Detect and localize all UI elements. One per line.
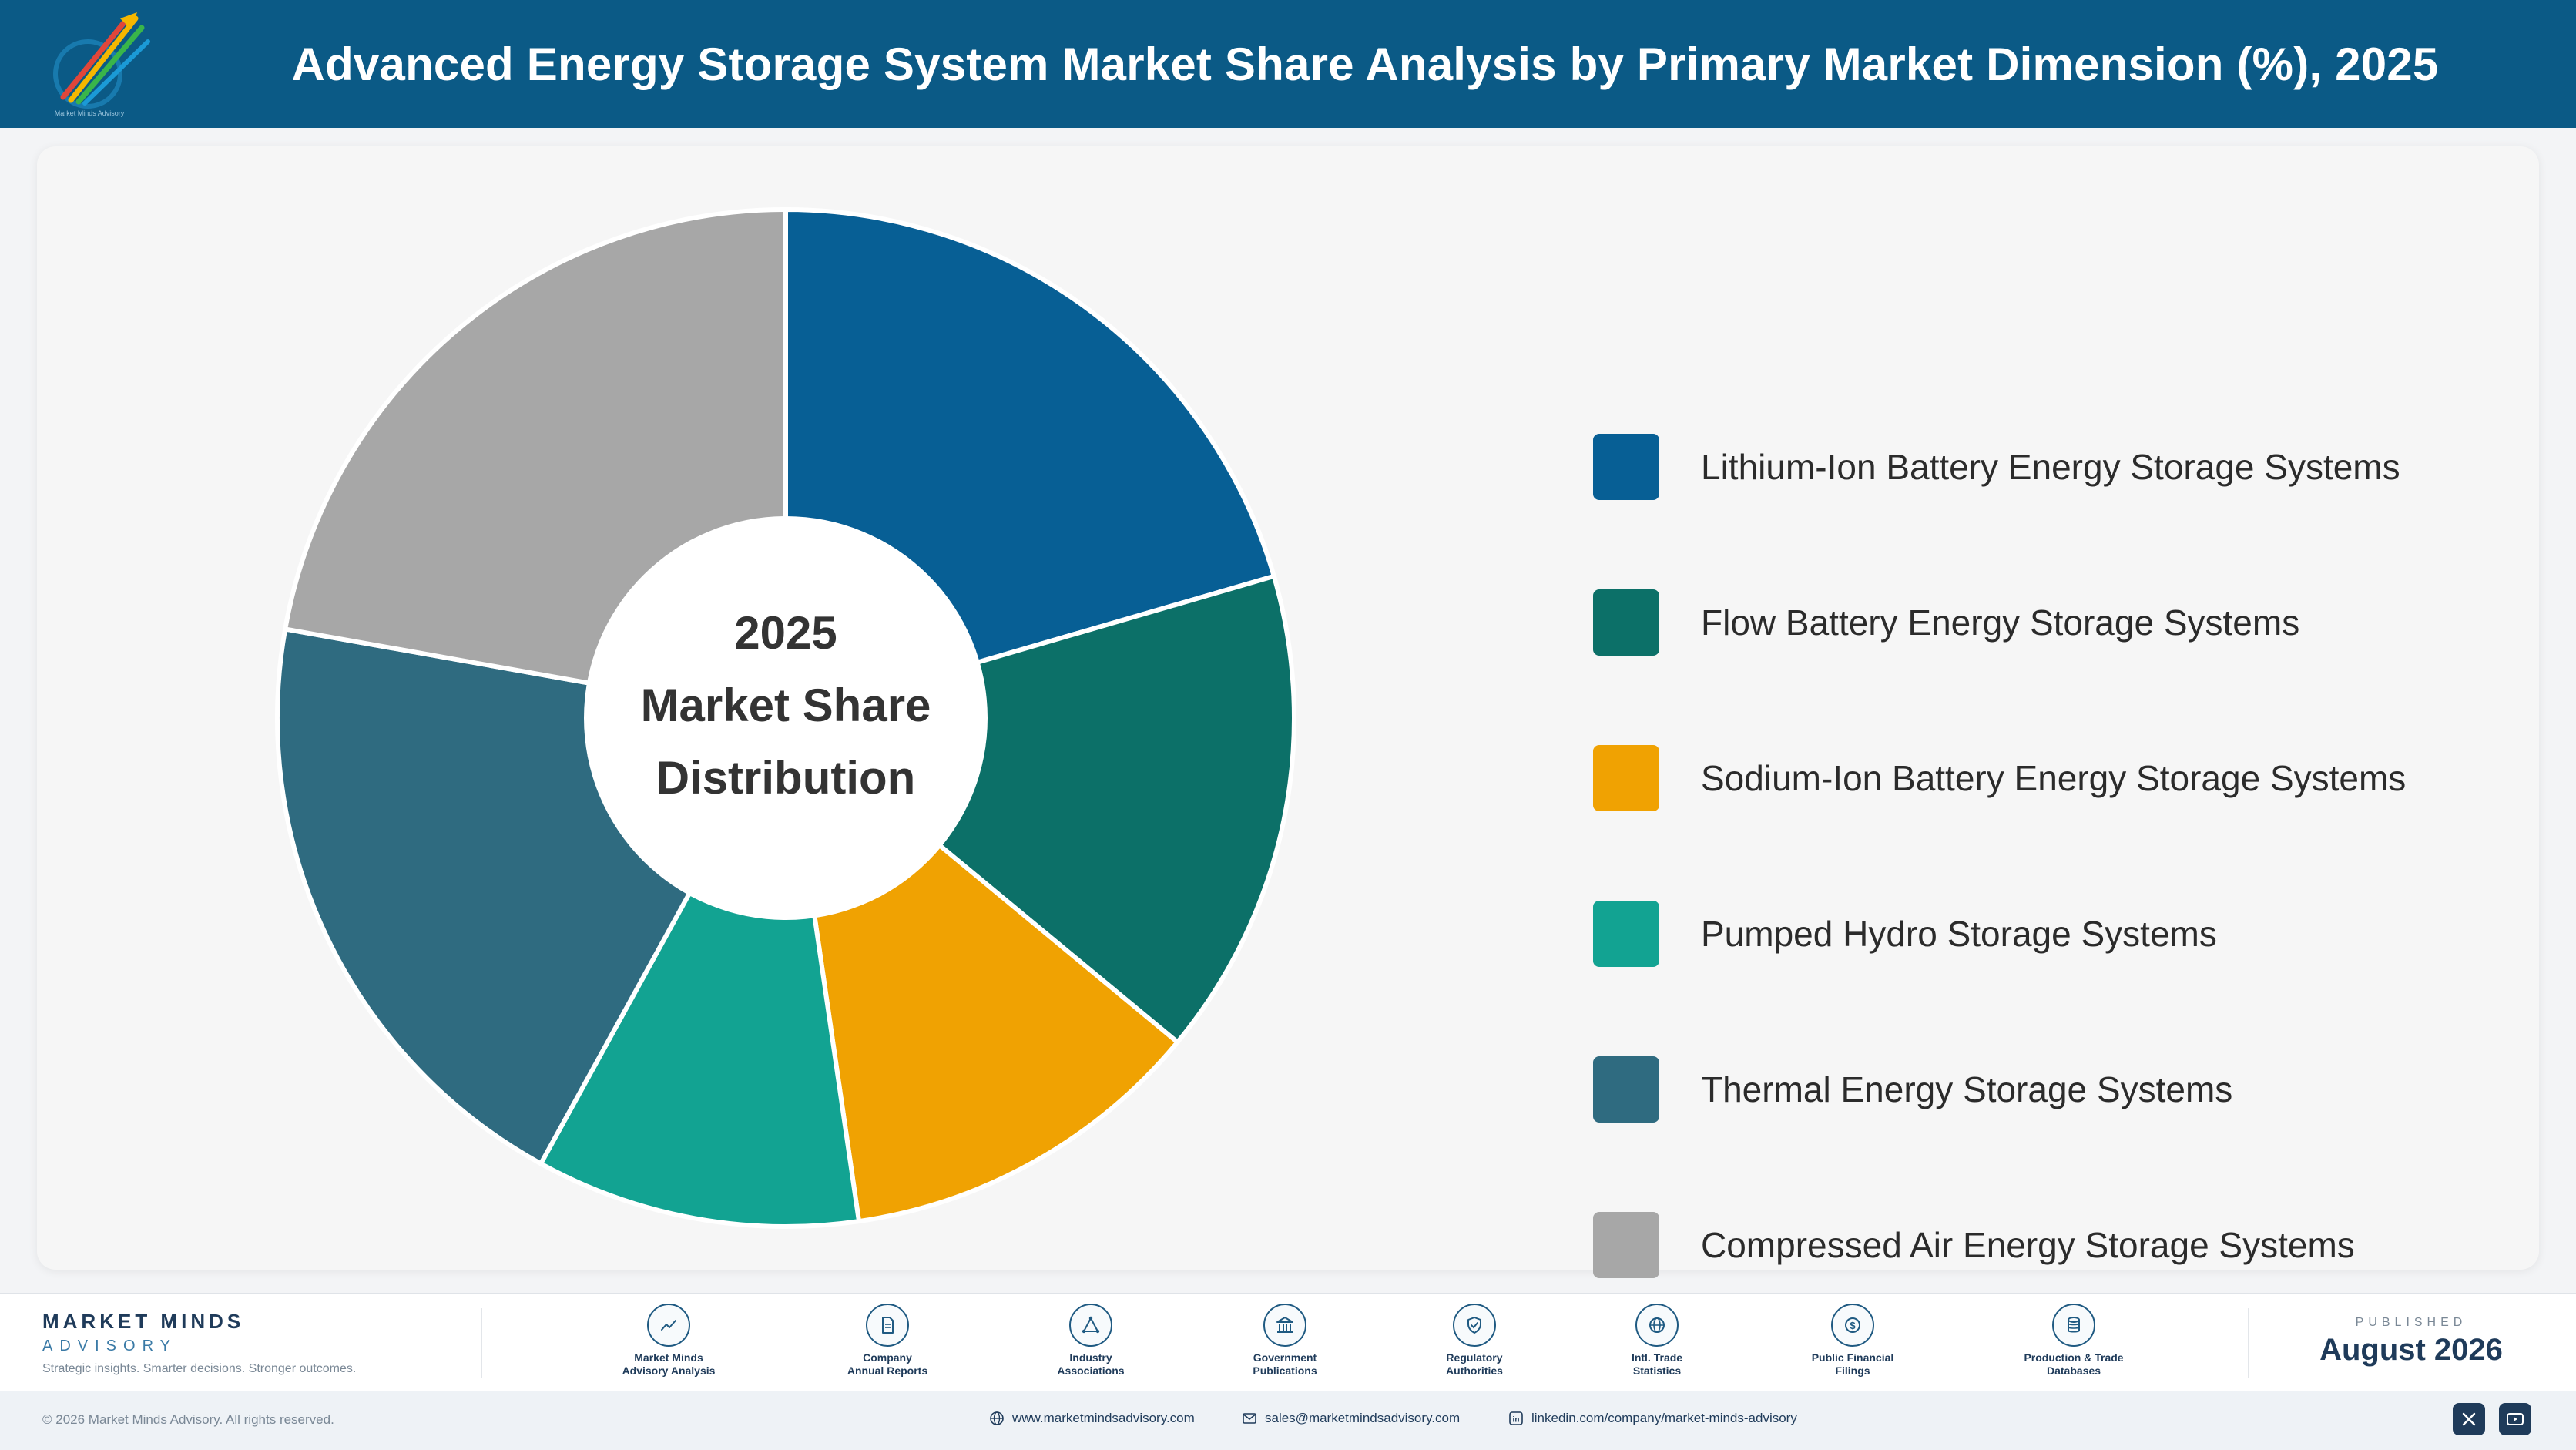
- legend-item[interactable]: Flow Battery Energy Storage Systems: [1593, 589, 2517, 656]
- legend-label: Compressed Air Energy Storage Systems: [1701, 1225, 2355, 1265]
- legend-label: Flow Battery Energy Storage Systems: [1701, 602, 2300, 643]
- svg-text:in: in: [1513, 1416, 1520, 1425]
- legend-swatch: [1593, 589, 1659, 656]
- source-label: Regulatory Authorities: [1446, 1351, 1503, 1377]
- published-label: PUBLISHED: [2355, 1316, 2467, 1329]
- donut-chart: 2025 Market Share Distribution: [275, 207, 1296, 1229]
- brand-subtitle: ADVISORY: [42, 1338, 177, 1354]
- source-item: Government Publications: [1208, 1304, 1362, 1378]
- svg-text:$: $: [1850, 1320, 1856, 1331]
- source-label: Market Minds Advisory Analysis: [622, 1351, 716, 1377]
- email-link[interactable]: sales@marketmindsadvisory.com: [1242, 1411, 1460, 1426]
- source-item: Intl. Trade Statistics: [1580, 1304, 1734, 1378]
- email-text: sales@marketmindsadvisory.com: [1265, 1411, 1461, 1425]
- legend-label: Thermal Energy Storage Systems: [1701, 1069, 2233, 1109]
- x-social-button[interactable]: [2453, 1403, 2485, 1435]
- legend-item[interactable]: Lithium-Ion Battery Energy Storage Syste…: [1593, 433, 2517, 501]
- source-item: Regulatory Authorities: [1397, 1304, 1551, 1378]
- chart-card: 2025 Market Share Distribution Lithium-I…: [37, 146, 2539, 1278]
- donut-center: [584, 516, 988, 920]
- linkedin-text: linkedin.com/company/market-minds-adviso…: [1531, 1411, 1797, 1425]
- chart-line-icon: [647, 1304, 690, 1347]
- website-link[interactable]: www.marketmindsadvisory.com: [989, 1411, 1195, 1426]
- brand-tagline: Strategic insights. Smarter decisions. S…: [42, 1362, 357, 1375]
- source-label: Intl. Trade Statistics: [1631, 1351, 1683, 1377]
- legend-swatch: [1593, 745, 1659, 811]
- youtube-social-button[interactable]: [2499, 1403, 2531, 1435]
- network-icon: [1069, 1304, 1112, 1347]
- linkedin-icon: in: [1508, 1411, 1524, 1426]
- legend-item[interactable]: Sodium-Ion Battery Energy Storage System…: [1593, 744, 2517, 812]
- linkedin-link[interactable]: in linkedin.com/company/market-minds-adv…: [1508, 1411, 1797, 1426]
- globe-icon: [1635, 1304, 1679, 1347]
- mail-icon: [1242, 1411, 1257, 1426]
- x-icon: [2462, 1412, 2476, 1426]
- header-bar: Market Minds Advisory Advanced Energy St…: [0, 0, 2576, 128]
- document-icon: [866, 1304, 909, 1347]
- legend-item[interactable]: Pumped Hydro Storage Systems: [1593, 900, 2517, 968]
- logo-tagline: Market Minds Advisory: [54, 109, 125, 117]
- globe-icon: [989, 1411, 1005, 1426]
- legend-label: Pumped Hydro Storage Systems: [1701, 914, 2217, 954]
- source-label: Company Annual Reports: [847, 1351, 928, 1377]
- dollar-circle-icon: $: [1831, 1304, 1874, 1347]
- source-label: Industry Associations: [1057, 1351, 1125, 1377]
- shield-check-icon: [1453, 1304, 1496, 1347]
- source-label: Government Publications: [1253, 1351, 1317, 1377]
- source-item: Production & Trade Databases: [1997, 1304, 2151, 1378]
- source-item: Company Annual Reports: [810, 1304, 964, 1378]
- legend-item[interactable]: Compressed Air Energy Storage Systems: [1593, 1211, 2517, 1279]
- bottom-bar: © 2026 Market Minds Advisory. All rights…: [0, 1391, 2576, 1450]
- source-label: Public Financial Filings: [1811, 1351, 1894, 1377]
- copyright-text: © 2026 Market Minds Advisory. All rights…: [42, 1412, 334, 1427]
- footer: MARKET MINDS ADVISORY Strategic insights…: [0, 1294, 2576, 1391]
- youtube-icon: [2507, 1413, 2524, 1425]
- government-building-icon: [1263, 1304, 1306, 1347]
- source-label: Production & Trade Databases: [2024, 1351, 2124, 1377]
- source-item: Industry Associations: [1014, 1304, 1168, 1378]
- legend-swatch: [1593, 1056, 1659, 1123]
- legend-item[interactable]: Thermal Energy Storage Systems: [1593, 1056, 2517, 1123]
- website-text: www.marketmindsadvisory.com: [1012, 1411, 1195, 1425]
- source-item: Market Minds Advisory Analysis: [592, 1304, 746, 1378]
- legend-swatch: [1593, 1212, 1659, 1278]
- footer-separator: [2248, 1308, 2249, 1378]
- center-text-line2: Market Share: [641, 680, 931, 731]
- footer-divider: [0, 1293, 2576, 1294]
- brand-name: MARKET MINDS: [42, 1310, 245, 1333]
- legend-label: Lithium-Ion Battery Energy Storage Syste…: [1701, 447, 2400, 487]
- center-text-year: 2025: [734, 607, 837, 659]
- footer-separator: [481, 1308, 482, 1378]
- center-text-line3: Distribution: [656, 752, 916, 804]
- database-icon: [2052, 1304, 2095, 1347]
- legend-swatch: [1593, 434, 1659, 500]
- source-item: $ Public Financial Filings: [1776, 1304, 1930, 1378]
- legend-label: Sodium-Ion Battery Energy Storage System…: [1701, 758, 2407, 798]
- published-date: August 2026: [2319, 1333, 2503, 1367]
- legend-swatch: [1593, 901, 1659, 967]
- logo-icon: [53, 12, 150, 109]
- page-title: Advanced Energy Storage System Market Sh…: [291, 38, 2439, 90]
